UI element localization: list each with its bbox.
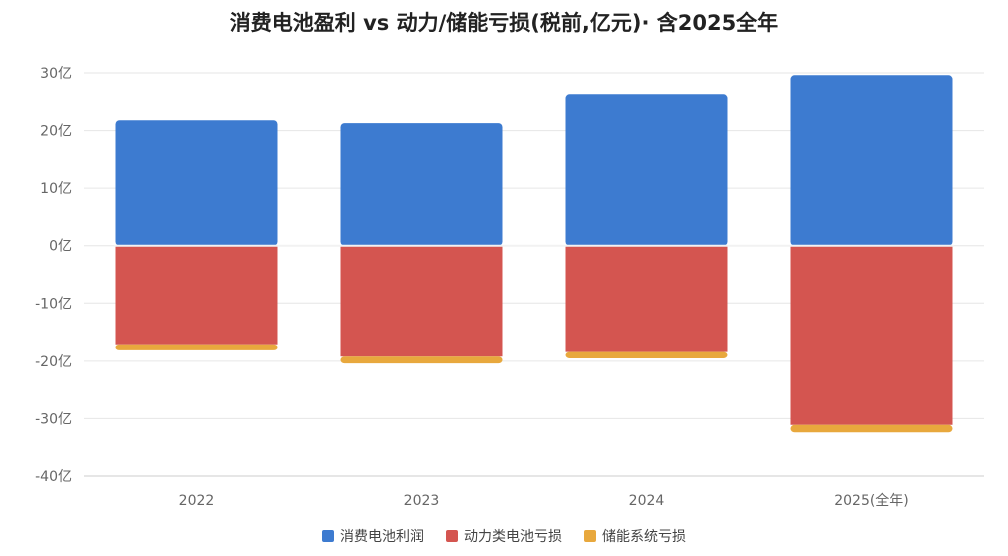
x-tick-label: 2022 (179, 493, 215, 509)
y-tick-label: 0亿 (49, 239, 72, 255)
y-tick-label: -40亿 (35, 469, 72, 485)
bars (114, 75, 954, 433)
bar-动力类电池亏损-2025(全年) (790, 245, 953, 425)
bar-储能系统亏损-2025(全年) (790, 424, 953, 433)
legend-label: 动力类电池亏损 (464, 529, 562, 545)
x-axis-ticks: 2022 2023 2024 2025(全年) (179, 492, 909, 509)
legend-item: 动力类电池亏损 (446, 529, 562, 545)
x-tick-label: 2023 (404, 493, 440, 509)
bar-动力类电池亏损-2023 (340, 245, 503, 357)
x-tick-label: 2025(全年) (834, 492, 909, 509)
y-axis-ticks: 30亿 20亿 10亿 0亿 -10亿 -20亿 -30亿 -40亿 (35, 66, 72, 485)
bar-消费电池利润-2024 (565, 94, 728, 246)
bar-消费电池利润-2023 (340, 123, 503, 246)
bar-消费电池利润-2022 (115, 120, 278, 246)
chart-title: 消费电池盈利 vs 动力/储能亏损(税前,亿元)· 含2025全年 (230, 11, 778, 35)
legend-item: 消费电池利润 (322, 529, 424, 545)
legend-label: 消费电池利润 (340, 529, 424, 545)
bar-消费电池利润-2025(全年) (790, 75, 953, 246)
bar-储能系统亏损-2023 (340, 356, 503, 364)
legend-swatch (584, 530, 596, 542)
legend: 消费电池利润 动力类电池亏损 储能系统亏损 (322, 529, 686, 545)
y-tick-label: 30亿 (40, 66, 72, 82)
bar-储能系统亏损-2022 (115, 344, 278, 350)
legend-item: 储能系统亏损 (584, 529, 686, 545)
y-tick-label: -10亿 (35, 296, 72, 312)
legend-swatch (322, 530, 334, 542)
x-tick-label: 2024 (629, 493, 665, 509)
bar-动力类电池亏损-2022 (115, 245, 278, 345)
y-tick-label: 20亿 (40, 124, 72, 140)
legend-swatch (446, 530, 458, 542)
y-tick-label: -30亿 (35, 411, 72, 427)
y-tick-label: -20亿 (35, 354, 72, 370)
bar-储能系统亏损-2024 (565, 351, 728, 358)
legend-label: 储能系统亏损 (602, 529, 686, 545)
y-tick-label: 10亿 (40, 181, 72, 197)
bar-动力类电池亏损-2024 (565, 245, 728, 352)
